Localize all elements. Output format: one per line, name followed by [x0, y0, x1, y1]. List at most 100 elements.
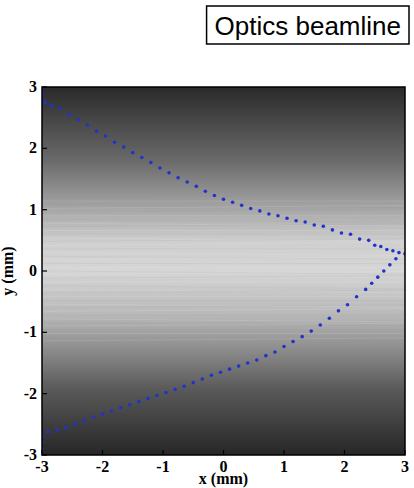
- streak: [42, 224, 405, 227]
- y-tick-label: 2: [29, 139, 37, 156]
- point: [137, 400, 141, 404]
- point: [255, 358, 259, 362]
- x-tick-label: 3: [401, 458, 409, 475]
- point: [149, 161, 153, 165]
- point: [110, 409, 114, 413]
- point: [337, 309, 341, 313]
- y-tick-label: 1: [29, 201, 37, 218]
- point: [370, 281, 374, 285]
- streak: [42, 238, 405, 241]
- point: [300, 335, 304, 339]
- point: [176, 176, 180, 180]
- streak: [42, 271, 405, 274]
- chart: -3-2-10123-3-2-10123x (mm)y (mm)Optics b…: [0, 0, 414, 488]
- point: [391, 249, 395, 253]
- point: [303, 220, 307, 224]
- x-tick-label: -2: [96, 458, 109, 475]
- point: [228, 367, 232, 371]
- point: [267, 212, 271, 216]
- streak: [42, 338, 405, 341]
- point: [67, 113, 71, 117]
- streak: [42, 239, 405, 242]
- streak: [42, 215, 405, 216]
- x-tick: [344, 450, 345, 455]
- point: [92, 415, 96, 419]
- point: [328, 316, 332, 320]
- streak: [42, 300, 405, 301]
- point: [191, 381, 195, 385]
- beam-image: [42, 87, 405, 455]
- point: [119, 406, 123, 410]
- x-axis-title: x (mm): [199, 470, 248, 488]
- y-tick-label: -2: [24, 385, 37, 402]
- point: [49, 104, 53, 108]
- point: [340, 231, 344, 235]
- point: [104, 134, 108, 138]
- streak: [42, 323, 405, 326]
- point: [113, 140, 117, 144]
- point: [182, 385, 186, 389]
- point: [276, 214, 280, 218]
- point: [46, 430, 50, 434]
- point: [373, 243, 377, 247]
- points: [42, 87, 405, 455]
- point: [219, 370, 223, 374]
- point: [273, 350, 277, 354]
- streak: [42, 223, 405, 226]
- point: [382, 269, 386, 273]
- point: [73, 423, 77, 427]
- streak: [42, 219, 405, 222]
- point: [95, 129, 99, 133]
- y-tick: [42, 270, 47, 271]
- point: [77, 118, 81, 122]
- streak: [42, 329, 405, 330]
- point: [346, 303, 350, 307]
- streak: [42, 333, 405, 334]
- point: [173, 388, 177, 392]
- streak: [42, 308, 405, 311]
- streak: [42, 296, 405, 297]
- point: [231, 201, 235, 205]
- point: [155, 394, 159, 398]
- streak: [42, 248, 405, 249]
- point: [213, 194, 217, 198]
- image-texture: [42, 194, 405, 341]
- point: [64, 426, 68, 430]
- x-tick: [41, 450, 42, 455]
- y-tick: [42, 454, 47, 455]
- plot-frame: [42, 87, 405, 455]
- x-tick-label: -3: [35, 458, 48, 475]
- point: [201, 377, 205, 381]
- point: [122, 145, 126, 149]
- streak: [42, 253, 405, 256]
- streak: [42, 272, 405, 275]
- point: [128, 403, 132, 407]
- streak: [42, 315, 405, 316]
- y-tick: [42, 86, 47, 87]
- x-tick: [223, 450, 224, 455]
- streak: [42, 256, 405, 259]
- point: [237, 364, 241, 368]
- point: [194, 185, 198, 189]
- x-tick-label: -1: [156, 458, 169, 475]
- y-tick-label: 3: [29, 78, 37, 95]
- point: [319, 323, 323, 327]
- point: [86, 123, 90, 127]
- point: [210, 373, 214, 377]
- point: [240, 204, 244, 208]
- y-tick: [42, 393, 47, 394]
- y-tick: [42, 209, 47, 210]
- point: [246, 361, 250, 365]
- point: [309, 329, 313, 333]
- point: [264, 354, 268, 358]
- streak: [42, 230, 405, 231]
- point: [397, 251, 401, 255]
- y-tick-label: 0: [29, 262, 37, 279]
- point: [55, 428, 59, 432]
- streak: [42, 209, 405, 212]
- point: [185, 180, 189, 184]
- streak: [42, 319, 405, 322]
- point: [358, 237, 362, 241]
- streak: [42, 305, 405, 308]
- streak: [42, 304, 405, 307]
